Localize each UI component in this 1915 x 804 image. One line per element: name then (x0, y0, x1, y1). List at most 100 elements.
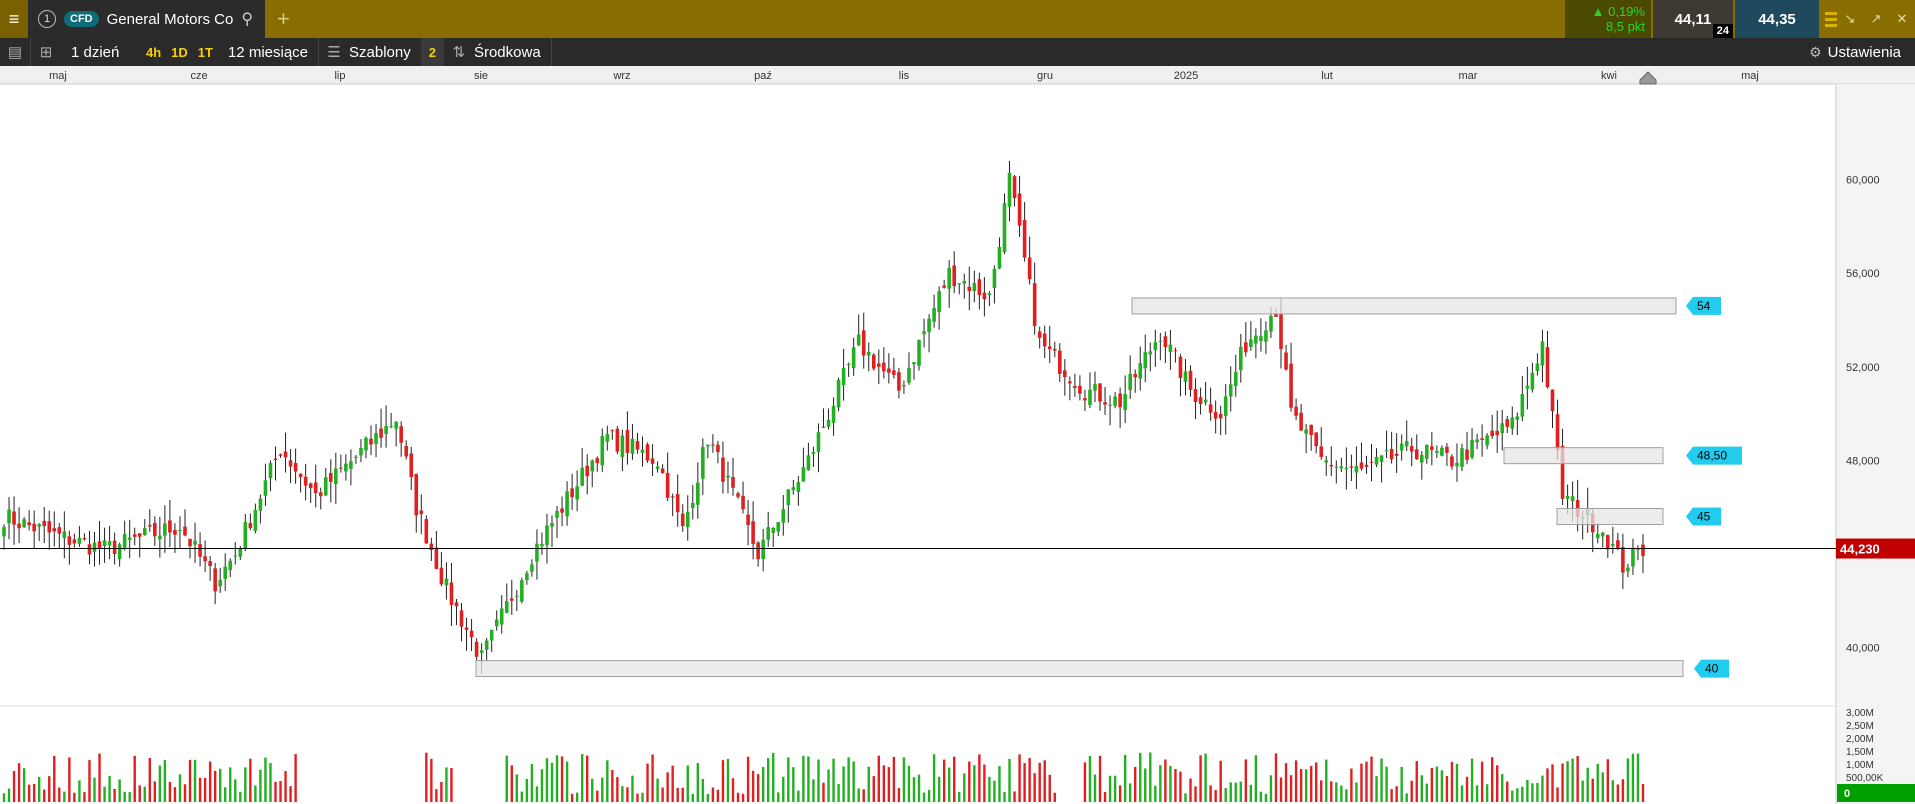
volume-bar (525, 778, 529, 802)
volume-bar (1199, 755, 1202, 802)
volume-bar (1586, 767, 1589, 802)
candle-body (504, 601, 509, 613)
volume-bar (616, 777, 619, 802)
candle-body (1349, 466, 1354, 468)
candle-body (1113, 396, 1117, 407)
volume-bar (726, 758, 730, 802)
candle-body (761, 539, 765, 559)
templates-button[interactable]: Szablony (349, 43, 411, 61)
layout-icon[interactable]: ⊞ (39, 44, 53, 61)
candle-body (1022, 219, 1027, 258)
interval-select[interactable]: 1 dzień (71, 43, 120, 61)
candle-body (1626, 567, 1630, 572)
candle-body (213, 568, 217, 592)
volume-bar (641, 792, 644, 802)
volume-bar (912, 777, 916, 802)
price-mode-button[interactable]: Środkowa (473, 43, 541, 61)
candle-body (1138, 363, 1143, 379)
volume-bar (666, 772, 669, 802)
volume-bar (1315, 762, 1318, 802)
interval-4h-button[interactable]: 4h (146, 44, 162, 60)
price-axis-label: 40,000 (1846, 643, 1880, 655)
volume-bar (1103, 791, 1107, 802)
candle-body (499, 608, 504, 625)
candle-body (856, 334, 861, 346)
candle-body (1334, 466, 1339, 468)
candle-body (117, 544, 122, 560)
interval-1d-button[interactable]: 1D (171, 44, 188, 60)
hamburger-icon[interactable]: ≡ (0, 0, 28, 38)
candle-body (1314, 432, 1319, 447)
volume-bar (113, 788, 116, 802)
templates-count-badge: 2 (420, 38, 444, 66)
alert-badge (1686, 296, 1721, 315)
time-axis-label: cze (190, 70, 207, 82)
candle-body (1460, 448, 1464, 467)
volume-bar (218, 768, 222, 802)
candle-body (218, 579, 222, 587)
close-icon[interactable]: ✕ (1896, 11, 1908, 26)
candle-body (540, 543, 544, 547)
volume-bar (1385, 766, 1388, 802)
minimize-icon[interactable]: ↘ (1844, 11, 1856, 26)
candle-body (1354, 465, 1359, 473)
volume-bar (545, 758, 549, 802)
candle-body (1148, 351, 1153, 355)
alert-zone (1503, 447, 1664, 465)
candle-body (334, 468, 338, 485)
volume-bar (1038, 762, 1041, 802)
candle-body (907, 367, 911, 383)
price-chart[interactable]: maj cze lip sie wrz paź lis gru 2025 lut mar kwi maj… (0, 66, 1915, 804)
alert-badge-label: 40 (1705, 662, 1719, 676)
volume-bar (118, 779, 121, 802)
sell-price-button[interactable]: 44,11 24 (1653, 0, 1733, 38)
candle-body (489, 629, 494, 641)
range-select[interactable]: 12 miesiące (227, 43, 309, 61)
volume-bar (1279, 777, 1283, 802)
candle-body (127, 537, 132, 540)
search-icon[interactable]: ⚲ (241, 11, 254, 28)
list-icon[interactable]: ▤ (7, 44, 23, 61)
plus-icon[interactable]: + (277, 6, 290, 31)
volume-bar (294, 754, 297, 802)
candle-body (153, 522, 157, 537)
candle-body (1394, 453, 1399, 456)
candle-body (193, 540, 197, 545)
interval-1t-button[interactable]: 1T (197, 44, 213, 60)
price-axis (1836, 84, 1915, 804)
volume-bar (807, 756, 810, 802)
time-axis-label: gru (1037, 70, 1053, 82)
volume-bar (927, 789, 931, 802)
time-axis-label: paź (754, 70, 772, 82)
volume-bar (48, 776, 51, 802)
candle-body (1163, 336, 1168, 348)
volume-axis-label: 3,00M (1846, 708, 1874, 719)
candle-body (1027, 257, 1032, 280)
volume-bar (1501, 774, 1504, 802)
time-axis-label: kwi (1601, 70, 1617, 82)
volume-bar (264, 757, 267, 802)
candle-body (530, 564, 534, 572)
volume-bar (1169, 765, 1172, 802)
popout-icon[interactable]: ↗ (1870, 11, 1882, 26)
candle-body (1223, 396, 1228, 417)
time-axis-label: maj (1741, 70, 1759, 82)
candle-body (258, 498, 263, 511)
buy-price-button[interactable]: 44,35 (1735, 0, 1819, 38)
candle-body (655, 466, 660, 469)
candle-body (957, 283, 962, 285)
volume-bar (32, 783, 36, 802)
candle-body (1203, 399, 1208, 403)
volume-bar (1018, 754, 1021, 802)
instrument-tab[interactable]: 1 CFD General Motors Co ⚲ (28, 0, 266, 38)
candle-body (1641, 544, 1645, 557)
volume-bar (163, 759, 167, 802)
settings-button[interactable]: ⚙ Ustawienia (1809, 44, 1915, 61)
candle-body (374, 433, 378, 445)
candle-body (1540, 341, 1545, 366)
time-axis-label: 2025 (1174, 70, 1198, 82)
candle-body (1570, 496, 1575, 502)
candle-body (1364, 464, 1369, 467)
candle-body (293, 462, 298, 472)
candle-body (303, 476, 308, 486)
